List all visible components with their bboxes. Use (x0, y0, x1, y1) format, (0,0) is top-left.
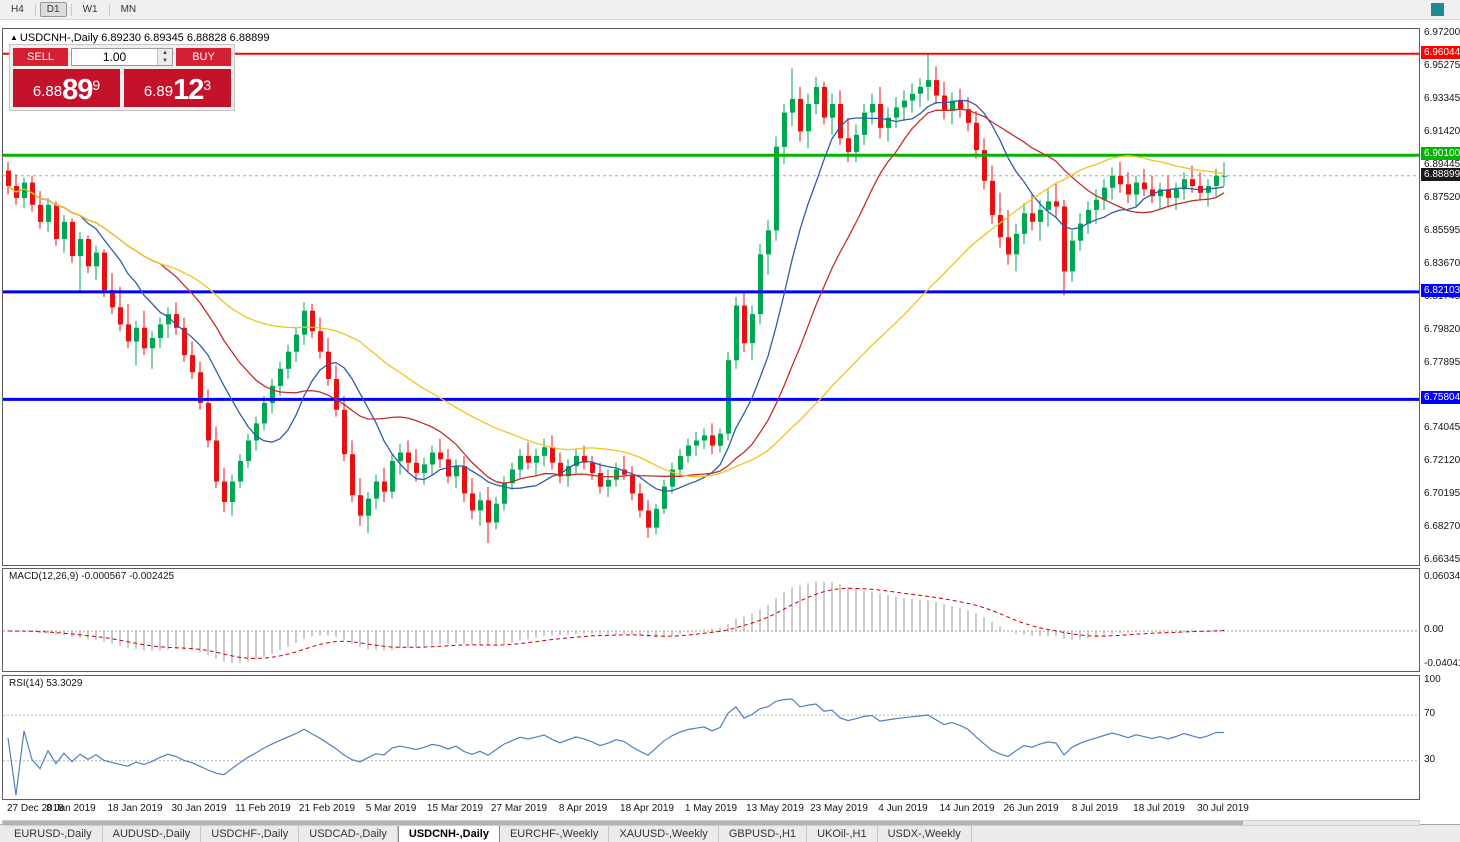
toolbar-separator (70, 3, 72, 16)
timeframe-toolbar: H4 D1 W1 MN (0, 0, 1460, 20)
ma-line-20 (7, 108, 1225, 484)
symbol-tab-audusddaily[interactable]: AUDUSD-,Daily (103, 825, 202, 842)
chart-title: ▲ USDCNH-,Daily 6.89230 6.89345 6.88828 6… (10, 32, 269, 44)
sell-price-big: 89 (62, 74, 93, 106)
price-axis-label: 6.87520 (1424, 192, 1460, 204)
sell-price-sup: 9 (92, 77, 101, 93)
date-axis-label: 8 Jul 2019 (1071, 803, 1119, 814)
price-axis-label: 6.70195 (1424, 488, 1460, 500)
date-axis-label: 27 Dec 2018 (7, 803, 64, 814)
volume-down-icon[interactable]: ▼ (158, 57, 172, 65)
price-axis-label: 6.66345 (1424, 554, 1460, 565)
rsi-axis-label: 70 (1424, 708, 1436, 719)
symbol-tab-eurchfweekly[interactable]: EURCHF-,Weekly (500, 825, 610, 842)
price-axis-label: 6.91420 (1424, 125, 1460, 137)
date-axis-label: 5 Mar 2019 (365, 803, 417, 814)
timeframe-button-mn[interactable]: MN (120, 4, 137, 15)
price-axis-label: 6.89445 (1424, 159, 1460, 171)
symbol-tab-usdcaddaily[interactable]: USDCAD-,Daily (299, 825, 398, 842)
price-axis-label: 6.77895 (1424, 356, 1460, 368)
volume-stepper[interactable]: 1.00 ▲ ▼ (71, 48, 173, 66)
rsi-label: RSI(14) 53.3029 (9, 678, 83, 689)
chart-window: ▲ USDCNH-,Daily 6.89230 6.89345 6.88828 6… (0, 20, 1460, 826)
price-axis-label: 6.97200 (1424, 27, 1460, 38)
macd-axis-bottom: -0.040418 (1424, 658, 1460, 669)
timeframe-button-w1[interactable]: W1 (82, 4, 98, 15)
volume-spinner: ▲ ▼ (157, 49, 172, 65)
sell-price-prefix: 6.88 (32, 83, 63, 100)
buy-price-sup: 3 (203, 77, 212, 93)
date-axis-label: 4 Jun 2019 (878, 803, 928, 814)
volume-input[interactable]: 1.00 (102, 50, 127, 64)
symbol-tab-xauusdweekly[interactable]: XAUUSD-,Weekly (609, 825, 719, 842)
rsi-panel[interactable]: RSI(14) 53.3029 (2, 675, 1420, 800)
price-axis-label: 6.83670 (1424, 258, 1460, 270)
date-axis-label: 18 Jan 2019 (107, 803, 163, 814)
price-axis-label: 6.79820 (1424, 323, 1460, 335)
price-chart-canvas[interactable]: ▲ USDCNH-,Daily 6.89230 6.89345 6.88828 6… (2, 28, 1420, 566)
price-axis-label: 6.68270 (1424, 521, 1460, 533)
symbol-tab-usdxweekly[interactable]: USDX-,Weekly (878, 825, 972, 842)
horizontal-scrollbar[interactable] (2, 820, 1420, 826)
rsi-axis-label: 100 (1424, 674, 1441, 685)
chart-symbol-label: USDCNH-,Daily (19, 32, 99, 44)
one-click-trade-panel: SELL 1.00 ▲ ▼ BUY 6.88 89 9 6.89 12 3 (9, 44, 235, 111)
date-axis-label: 14 Jun 2019 (939, 803, 995, 814)
symbol-tab-usdcnhdaily[interactable]: USDCNH-,Daily (397, 825, 500, 842)
sell-price-display[interactable]: 6.88 89 9 (13, 69, 120, 107)
price-axis-label: 6.95275 (1424, 59, 1460, 71)
hline-price-tag: 6.90100 (1421, 147, 1460, 161)
symbol-tab-ukoilh1[interactable]: UKOil-,H1 (807, 825, 878, 842)
current-price-tag: 6.88899 (1421, 167, 1460, 181)
symbol-tab-eurusddaily[interactable]: EURUSD-,Daily (4, 825, 103, 842)
hline-price-tag: 6.75804 (1421, 391, 1460, 405)
date-axis-label: 18 Jul 2019 (1133, 803, 1185, 814)
ma-line-45 (7, 155, 1225, 478)
date-axis-label: 30 Jan 2019 (171, 803, 227, 814)
macd-panel[interactable]: MACD(12,26,9) -0.000567 -0.002425 (2, 568, 1420, 672)
chart-ohlc-values: 6.89230 6.89345 6.88828 6.88899 (101, 32, 270, 44)
date-axis-label: 8 Jan 2019 (46, 803, 96, 814)
price-axis-label: 6.74045 (1424, 422, 1460, 434)
date-axis-label: 1 May 2019 (684, 803, 738, 814)
buy-price-prefix: 6.89 (143, 83, 174, 100)
buy-button[interactable]: BUY (176, 48, 231, 66)
toolbar-separator (108, 3, 110, 16)
price-axis-label: 6.72120 (1424, 455, 1460, 467)
symbol-tab-usdchfdaily[interactable]: USDCHF-,Daily (201, 825, 300, 842)
candles-layer (6, 52, 1227, 543)
price-axis-label: 6.85595 (1424, 225, 1460, 237)
candlestick-canvas[interactable] (3, 29, 1419, 565)
hline-price-tag: 6.82103 (1421, 283, 1460, 297)
macd-label: MACD(12,26,9) -0.000567 -0.002425 (9, 571, 175, 582)
hline-price-tag: 6.96044 (1421, 45, 1460, 59)
buy-price-big: 12 (173, 74, 204, 106)
date-axis-label: 30 Jul 2019 (1197, 803, 1249, 814)
rsi-axis-label: 30 (1424, 754, 1436, 765)
date-axis-label: 18 Apr 2019 (620, 803, 674, 814)
macd-axis-zero: 0.00 (1424, 624, 1444, 635)
ma-line-10 (7, 99, 1225, 492)
volume-up-icon[interactable]: ▲ (158, 49, 172, 57)
chart-marker-icon: ▲ (10, 33, 18, 42)
symbol-tab-gbpusdh1[interactable]: GBPUSD-,H1 (719, 825, 808, 842)
scrollbar-thumb[interactable] (3, 821, 1243, 825)
date-axis-label: 23 May 2019 (810, 803, 868, 814)
timeframe-button-h4[interactable]: H4 (11, 4, 24, 15)
date-axis-label: 8 Apr 2019 (558, 803, 608, 814)
sell-button[interactable]: SELL (13, 48, 68, 66)
buy-price-display[interactable]: 6.89 12 3 (124, 69, 231, 107)
price-axis-label: 6.93345 (1424, 92, 1460, 104)
date-axis-label: 15 Mar 2019 (426, 803, 484, 814)
symbol-tab-bar: EURUSD-,Daily AUDUSD-,Daily USDCHF-,Daily U… (0, 824, 1460, 842)
date-axis-label: 26 Jun 2019 (1003, 803, 1059, 814)
toolbar-separator (34, 3, 36, 16)
date-axis-label: 21 Feb 2019 (298, 803, 356, 814)
date-axis-label: 13 May 2019 (746, 803, 804, 814)
date-axis-label: 27 Mar 2019 (490, 803, 548, 814)
timeframe-button-d1[interactable]: D1 (39, 2, 67, 17)
panel-toggle-icon[interactable] (1431, 3, 1444, 16)
macd-axis-top: 0.060342 (1424, 571, 1460, 582)
date-axis-label: 11 Feb 2019 (235, 803, 291, 814)
